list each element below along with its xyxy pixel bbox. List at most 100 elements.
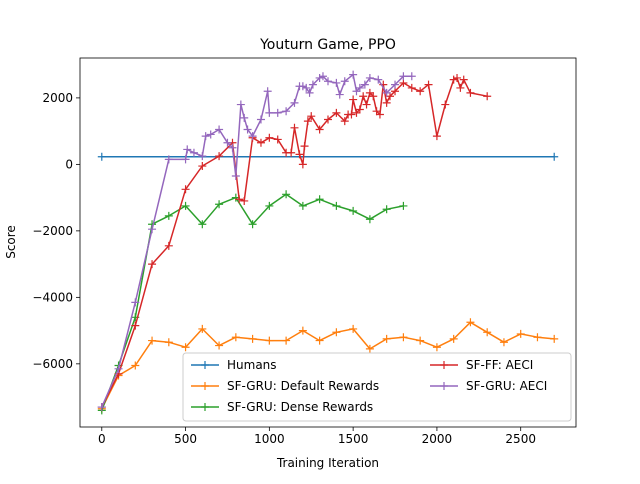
data-point-marker [231,333,240,342]
data-point-marker [516,329,525,338]
legend-label: SF-GRU: Default Rewards [227,379,379,393]
legend-marker [440,382,448,390]
data-point-marker [164,241,173,250]
data-point-marker [315,195,324,204]
x-tick-label: 500 [174,432,197,446]
data-point-marker [198,220,207,229]
data-point-marker [298,82,307,91]
data-point-marker [248,334,257,343]
data-point-marker [382,334,391,343]
data-point-marker [243,125,252,134]
data-point-marker [181,201,190,210]
data-point-marker [287,148,296,157]
data-point-marker [198,324,207,333]
legend-item: Humans [191,358,277,372]
legend-label: SF-GRU: Dense Rewards [227,400,373,414]
data-point-marker [332,328,341,337]
data-point-marker [416,336,425,345]
data-point-marker [240,113,249,122]
data-point-marker [340,117,349,126]
data-point-marker [148,225,157,234]
y-tick-label: −2000 [32,224,73,238]
data-point-marker [290,123,299,132]
data-point-marker [332,78,341,87]
data-point-marker [164,211,173,220]
data-point-marker [282,336,291,345]
data-point-marker [114,364,123,373]
data-point-marker [483,328,492,337]
data-point-marker [382,205,391,214]
legend-box [182,352,572,422]
legend-marker [440,361,448,369]
data-point-marker [375,110,384,119]
data-point-marker [308,80,317,89]
data-point-marker [300,142,309,151]
data-point-marker [407,83,416,92]
series-2 [97,190,408,415]
data-point-marker [206,130,215,139]
data-point-marker [365,215,374,224]
data-point-marker [382,98,391,107]
legend-item: SF-FF: AECI [430,358,533,372]
data-point-marker [416,87,425,96]
data-point-marker [483,92,492,101]
data-point-marker [302,83,311,92]
data-point-marker [335,90,344,99]
series-line [101,321,555,410]
legend-item: SF-GRU: AECI [430,379,547,393]
data-point-marker [349,95,358,104]
legend-label: SF-GRU: AECI [466,379,547,393]
data-point-marker [432,343,441,352]
data-point-marker [189,148,198,157]
data-point-marker [324,115,332,124]
data-point-marker [265,108,274,117]
legend: Humans SF-GRU: Default Rewards SF-GRU: Den… [182,352,572,422]
data-point-marker [365,344,374,353]
series-3 [97,73,492,412]
x-tick-label: 2000 [422,432,453,446]
series-0 [97,152,559,161]
data-point-marker [181,155,190,164]
x-tick-label: 2500 [505,432,536,446]
data-point-marker [318,72,327,81]
data-point-marker [365,88,374,97]
data-point-marker [256,115,265,124]
data-point-marker [399,333,408,342]
data-point-marker [248,132,257,141]
data-point-marker [349,324,358,333]
data-point-marker [533,333,542,342]
legend-marker [201,382,209,390]
x-axis-label: Training Iteration [276,456,379,470]
data-point-marker [449,75,458,84]
data-point-marker [265,133,274,142]
data-point-marker [307,112,316,121]
chart-title: Youturn Game, PPO [259,37,396,53]
data-point-marker [240,196,249,205]
data-point-marker [298,326,307,335]
data-point-marker [453,73,462,82]
data-point-marker [315,336,324,345]
data-point-marker [231,172,240,181]
data-point-marker [499,338,508,347]
data-point-marker [466,318,475,327]
series-layer [97,70,559,415]
legend-label: SF-FF: AECI [466,358,533,372]
data-point-marker [332,201,341,210]
data-point-marker [374,75,383,84]
data-point-marker [263,87,272,96]
y-tick-label: 0 [65,157,73,171]
data-point-marker [449,334,458,343]
data-point-marker [295,150,304,159]
data-point-marker [198,152,207,161]
series-4 [97,70,416,412]
y-tick-label: −4000 [32,290,73,304]
data-point-marker [315,125,324,134]
data-point-marker [459,75,468,84]
x-tick-label: 0 [98,432,106,446]
ticks-layer: 0 500 1000 1500 2000 2500 −6000 −4000 −2000 0 2000 [32,91,536,446]
data-point-marker [349,70,358,79]
data-point-marker [181,343,190,352]
data-point-marker [315,73,324,82]
data-point-marker [372,107,381,116]
